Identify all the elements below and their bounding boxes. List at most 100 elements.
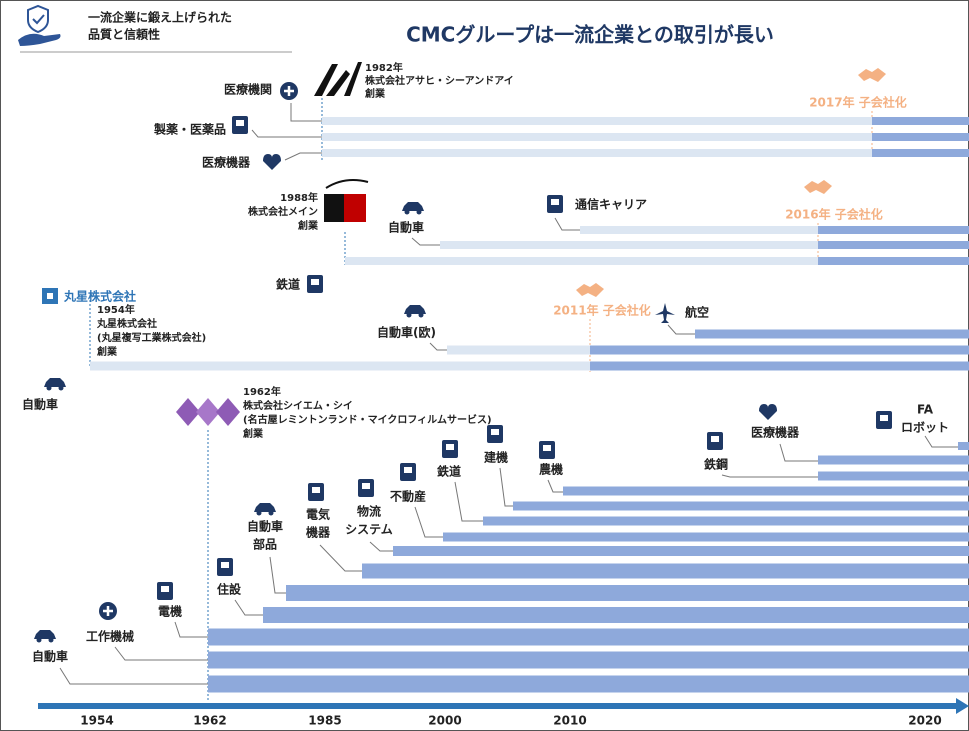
connector [114, 646, 208, 661]
label: システム [345, 523, 393, 537]
label: 工作機械 [86, 629, 134, 644]
label: 製薬・医薬品 [153, 122, 226, 137]
tagline: 品質と信頼性 [88, 27, 160, 42]
wheel [418, 312, 424, 318]
handshake-icon [804, 180, 832, 194]
bar-before [322, 149, 872, 157]
bar [393, 546, 969, 556]
label: 医療機器 [202, 155, 251, 170]
connector [924, 435, 958, 448]
car-icon [404, 305, 426, 314]
car-icon [34, 630, 56, 639]
label: 建機 [483, 450, 508, 465]
connector [667, 324, 695, 335]
tagline: 一流企業に鍛え上げられた [88, 10, 232, 25]
connector [251, 129, 322, 138]
bar [590, 345, 969, 355]
bar [362, 563, 969, 579]
icon [491, 429, 499, 435]
axis-label: 2000 [428, 714, 461, 728]
connector [554, 217, 580, 231]
label: 電気 [306, 507, 330, 522]
car-icon [402, 202, 424, 211]
connector [284, 152, 322, 161]
label: 自動車 [247, 519, 283, 534]
label: 航空 [685, 305, 709, 320]
wheel [46, 385, 52, 391]
connector [779, 443, 818, 462]
icon [543, 445, 551, 451]
label: 医療機器 [751, 425, 800, 440]
icon [236, 120, 244, 126]
label: 自動車 [22, 397, 58, 412]
connector [234, 599, 263, 616]
bar [872, 149, 969, 157]
axis-label: 1985 [308, 714, 341, 728]
acquisition: 2017年 子会社化 [809, 95, 907, 110]
icon [711, 436, 719, 442]
icon [161, 586, 169, 592]
wheel [58, 385, 64, 391]
label: 自動車 [388, 220, 424, 235]
acquisition: 2011年 子会社化 [553, 303, 651, 318]
label: (丸星複写工業株式会社) [97, 331, 206, 344]
label: 丸星株式会社 [96, 317, 157, 330]
heart-icon [263, 154, 281, 170]
connector [499, 467, 513, 507]
connector [414, 506, 443, 538]
bar [443, 532, 969, 542]
connector [547, 479, 563, 493]
icon [362, 483, 370, 489]
heart-icon [759, 404, 777, 420]
label: 物流 [357, 504, 381, 519]
bar [818, 241, 969, 249]
bar [208, 651, 969, 669]
label: 医療機関 [224, 82, 272, 97]
icon [284, 86, 294, 96]
wheel [36, 637, 42, 643]
label: 不動産 [390, 489, 426, 504]
handshake-icon [858, 68, 886, 82]
title: CMCグループは一流企業との取引が長い [406, 23, 774, 47]
acquisition: 2016年 子会社化 [785, 207, 883, 222]
label: 創業 [364, 87, 386, 100]
bar-before [345, 257, 818, 265]
bar-before [322, 133, 872, 141]
cmc-logo [176, 398, 240, 426]
main-logo [324, 179, 369, 222]
icon [404, 467, 412, 473]
label: 1988年 [280, 191, 318, 204]
connector [174, 621, 208, 638]
aci-logo [314, 62, 362, 96]
connector [454, 481, 483, 522]
bar [695, 329, 969, 339]
icon [312, 487, 320, 493]
connector [411, 237, 440, 246]
icon [551, 199, 559, 205]
label: 鉄道 [276, 277, 300, 292]
bar [563, 486, 969, 496]
label: 株式会社シイエム・シイ [243, 399, 353, 412]
label: 創業 [96, 345, 118, 358]
label: 1982年 [365, 61, 403, 74]
tagline-icon [18, 4, 61, 46]
handshake-icon [576, 283, 604, 297]
bar [958, 442, 969, 450]
label: 部品 [253, 537, 277, 552]
label: 電機 [158, 604, 182, 619]
bar-before [440, 241, 818, 249]
car-icon [254, 503, 276, 512]
axis-label: 2020 [908, 714, 941, 728]
icon [311, 279, 319, 285]
icon [446, 444, 454, 450]
label: FA [917, 403, 934, 417]
label: 農機 [539, 462, 563, 477]
bar [208, 675, 969, 693]
connector [319, 544, 362, 572]
marusei-logo [42, 288, 58, 304]
label: 住設 [217, 582, 242, 597]
label: 機器 [306, 525, 331, 540]
axis-label: 1954 [80, 714, 113, 728]
